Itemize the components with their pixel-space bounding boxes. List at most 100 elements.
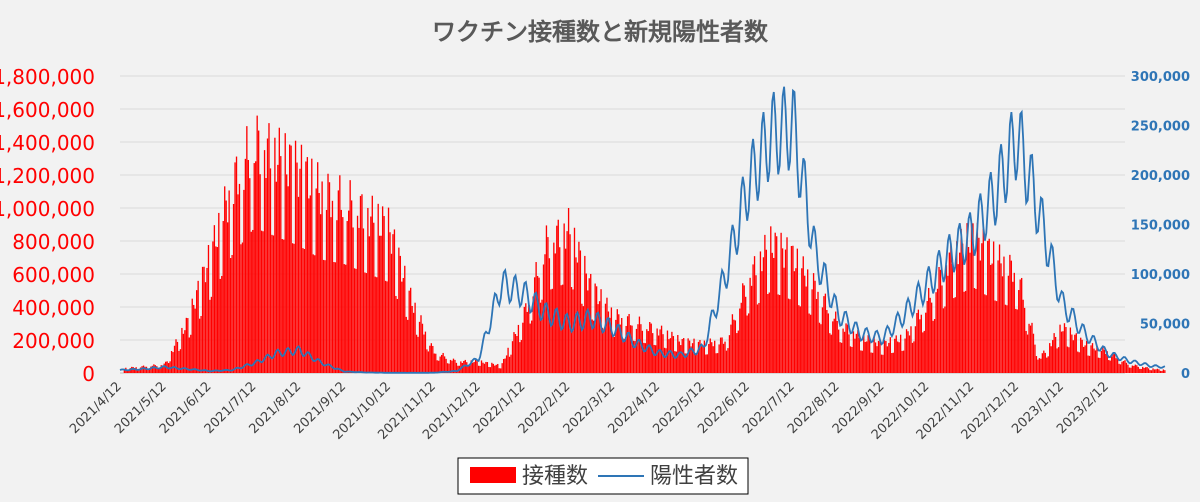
vaccination-bar	[430, 343, 432, 373]
vaccination-bar	[1029, 325, 1032, 373]
vaccination-bar	[308, 198, 310, 373]
vaccination-bar	[497, 363, 499, 373]
vaccination-bar	[1142, 366, 1144, 373]
left-tick-label: 1,200,000	[0, 164, 95, 188]
vaccination-bar	[807, 269, 809, 373]
vaccination-bar	[610, 307, 613, 373]
vaccination-bar	[1084, 345, 1086, 373]
vaccination-bar	[1102, 346, 1104, 373]
vaccination-bar	[908, 335, 911, 373]
vaccination-bar	[148, 368, 151, 373]
vaccination-bar	[1124, 360, 1126, 373]
vaccination-bar	[259, 174, 261, 373]
vaccination-bar	[355, 268, 357, 373]
vaccination-bar	[874, 342, 877, 373]
vaccination-bar	[644, 343, 646, 373]
right-tick-label: 250,000	[1131, 120, 1190, 135]
vaccination-bar	[945, 265, 948, 373]
vaccination-bar	[479, 365, 481, 373]
vaccination-bar	[485, 361, 487, 373]
vaccination-bar	[1150, 370, 1153, 373]
vaccination-bar	[476, 361, 478, 373]
vaccination-bar	[917, 309, 920, 373]
vaccination-bar	[302, 248, 304, 373]
vaccination-bar	[619, 324, 621, 373]
vaccination-bar	[926, 300, 928, 373]
vaccination-bar	[830, 334, 832, 373]
vaccination-bar	[995, 301, 998, 373]
vaccination-bar	[396, 298, 399, 373]
vaccination-bar	[697, 341, 700, 373]
vaccination-bar	[556, 225, 558, 373]
vaccination-bar	[451, 360, 453, 373]
vaccination-bar	[162, 365, 164, 373]
vaccination-bar	[832, 321, 834, 373]
vaccination-bar	[1075, 333, 1077, 373]
vaccination-bar	[201, 266, 204, 373]
vaccination-bar	[905, 329, 908, 373]
vaccination-bar	[1054, 336, 1057, 373]
vaccination-bar	[256, 115, 258, 373]
vaccination-bar	[808, 313, 810, 373]
vaccination-bar	[176, 341, 179, 373]
vaccination-bar	[585, 273, 587, 373]
vaccination-bar	[193, 304, 195, 373]
vaccination-bar	[861, 350, 863, 373]
vaccination-bar	[1009, 254, 1011, 373]
vaccination-bar	[1023, 307, 1026, 373]
vaccination-bar	[324, 260, 326, 373]
vaccination-bar	[288, 144, 291, 373]
vaccination-bar	[709, 338, 711, 373]
vaccination-bar	[656, 328, 658, 373]
vaccination-bar	[694, 354, 697, 373]
vaccination-bar	[457, 365, 459, 373]
vaccination-bar	[293, 243, 295, 373]
vaccination-bar	[888, 342, 890, 373]
vaccination-bar	[693, 338, 695, 373]
vaccination-bar	[976, 222, 979, 373]
vaccination-bar	[513, 332, 515, 373]
right-tick-label: 0	[1181, 367, 1190, 382]
vaccination-bar	[777, 294, 779, 373]
vaccination-bar	[170, 350, 173, 373]
vaccination-bar	[1146, 367, 1148, 373]
vaccination-bar	[508, 356, 511, 373]
vaccination-bar	[897, 341, 899, 373]
left-tick-label: 1,400,000	[0, 131, 95, 155]
vaccination-bar	[982, 228, 984, 373]
vaccination-bar	[1000, 263, 1002, 373]
vaccination-bar	[609, 317, 611, 373]
right-tick-label: 150,000	[1131, 219, 1190, 234]
vaccination-bar	[423, 334, 425, 373]
vaccination-bar	[172, 352, 174, 373]
vaccination-bar	[491, 362, 493, 373]
vaccination-bar	[286, 174, 288, 373]
vaccination-bar	[188, 337, 190, 373]
vaccination-bar	[721, 337, 723, 373]
left-tick-label: 1,800,000	[0, 65, 95, 89]
vaccination-bar	[628, 313, 630, 373]
vaccination-bar	[637, 324, 639, 373]
vaccination-bar	[947, 275, 949, 373]
vaccination-bar	[526, 311, 528, 373]
vaccination-bar	[846, 324, 849, 373]
vaccination-bar	[169, 361, 171, 373]
vaccination-bar	[700, 346, 703, 373]
vaccination-bar	[303, 248, 306, 373]
vaccination-bar	[238, 183, 241, 373]
vaccination-bar	[703, 340, 706, 373]
vaccination-bar	[740, 302, 742, 373]
vaccination-bar	[480, 360, 483, 373]
vaccination-bar	[454, 359, 456, 373]
vaccination-bar	[1133, 365, 1135, 373]
vaccination-bar	[778, 295, 781, 373]
vaccination-bar	[998, 244, 1001, 373]
left-axis-ticks: 0 200,000 400,000 600,000 800,000 1,000,000 1,…	[0, 65, 95, 386]
vaccination-bar	[291, 243, 294, 373]
vaccination-bar	[964, 290, 967, 373]
vaccination-bar	[1109, 360, 1111, 373]
vaccination-bar	[390, 253, 393, 373]
vaccination-bar	[200, 315, 202, 373]
vaccination-bar	[153, 364, 155, 373]
vaccination-bar	[405, 316, 407, 373]
